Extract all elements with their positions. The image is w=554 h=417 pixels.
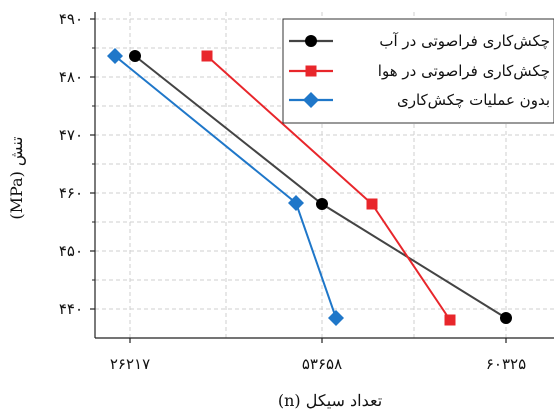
legend-swatch-marker bbox=[303, 92, 319, 108]
axes: ۴۴۰ ۴۵۰ ۴۶۰ ۴۷۰ ۴۸۰ ۴۹۰ ۲۶۲۱۷ ۵۳۶۵۸ ۶۰۳۲۵ bbox=[59, 10, 554, 373]
legend-label: چکش‌کاری فراصوتی در هوا bbox=[378, 62, 550, 80]
y-tick-label: ۴۹۰ bbox=[59, 10, 83, 28]
legend-item: چکش‌کاری فراصوتی در آب bbox=[289, 32, 550, 50]
legend-item: بدون عملیات چکش‌کاری bbox=[289, 91, 550, 109]
x-tick-label: ۶۰۳۲۵ bbox=[486, 355, 526, 373]
legend-label: چکش‌کاری فراصوتی در آب bbox=[379, 32, 550, 50]
data-point bbox=[366, 198, 378, 210]
series-3 bbox=[107, 48, 344, 326]
legend: چکش‌کاری فراصوتی در آب چکش‌کاری فراصوتی د… bbox=[282, 18, 554, 124]
data-point bbox=[288, 195, 304, 211]
legend-swatch-marker bbox=[305, 35, 317, 47]
x-axis-title: تعداد سیکل (n) bbox=[278, 391, 382, 410]
data-point bbox=[201, 50, 213, 62]
data-point bbox=[129, 50, 141, 62]
y-tick-label: ۴۷۰ bbox=[59, 126, 83, 144]
y-axis-title: تنش (MPa) bbox=[7, 136, 26, 219]
data-point bbox=[107, 48, 123, 64]
legend-swatch-marker bbox=[305, 65, 317, 77]
data-point bbox=[500, 312, 512, 324]
data-point bbox=[444, 314, 456, 326]
series-layer bbox=[107, 48, 512, 326]
legend-item: چکش‌کاری فراصوتی در هوا bbox=[289, 62, 550, 80]
grid bbox=[95, 12, 554, 338]
y-tick-label: ۴۴۰ bbox=[59, 300, 83, 318]
series-2 bbox=[201, 50, 456, 326]
series-1 bbox=[129, 50, 512, 324]
data-point bbox=[328, 310, 344, 326]
x-tick-label: ۲۶۲۱۷ bbox=[110, 355, 150, 373]
y-tick-label: ۴۶۰ bbox=[59, 184, 83, 202]
data-point bbox=[316, 198, 328, 210]
y-tick-label: ۴۵۰ bbox=[59, 242, 83, 260]
legend-label: بدون عملیات چکش‌کاری bbox=[397, 91, 550, 109]
x-tick-label: ۵۳۶۵۸ bbox=[302, 355, 342, 373]
y-tick-label: ۴۸۰ bbox=[59, 68, 83, 86]
